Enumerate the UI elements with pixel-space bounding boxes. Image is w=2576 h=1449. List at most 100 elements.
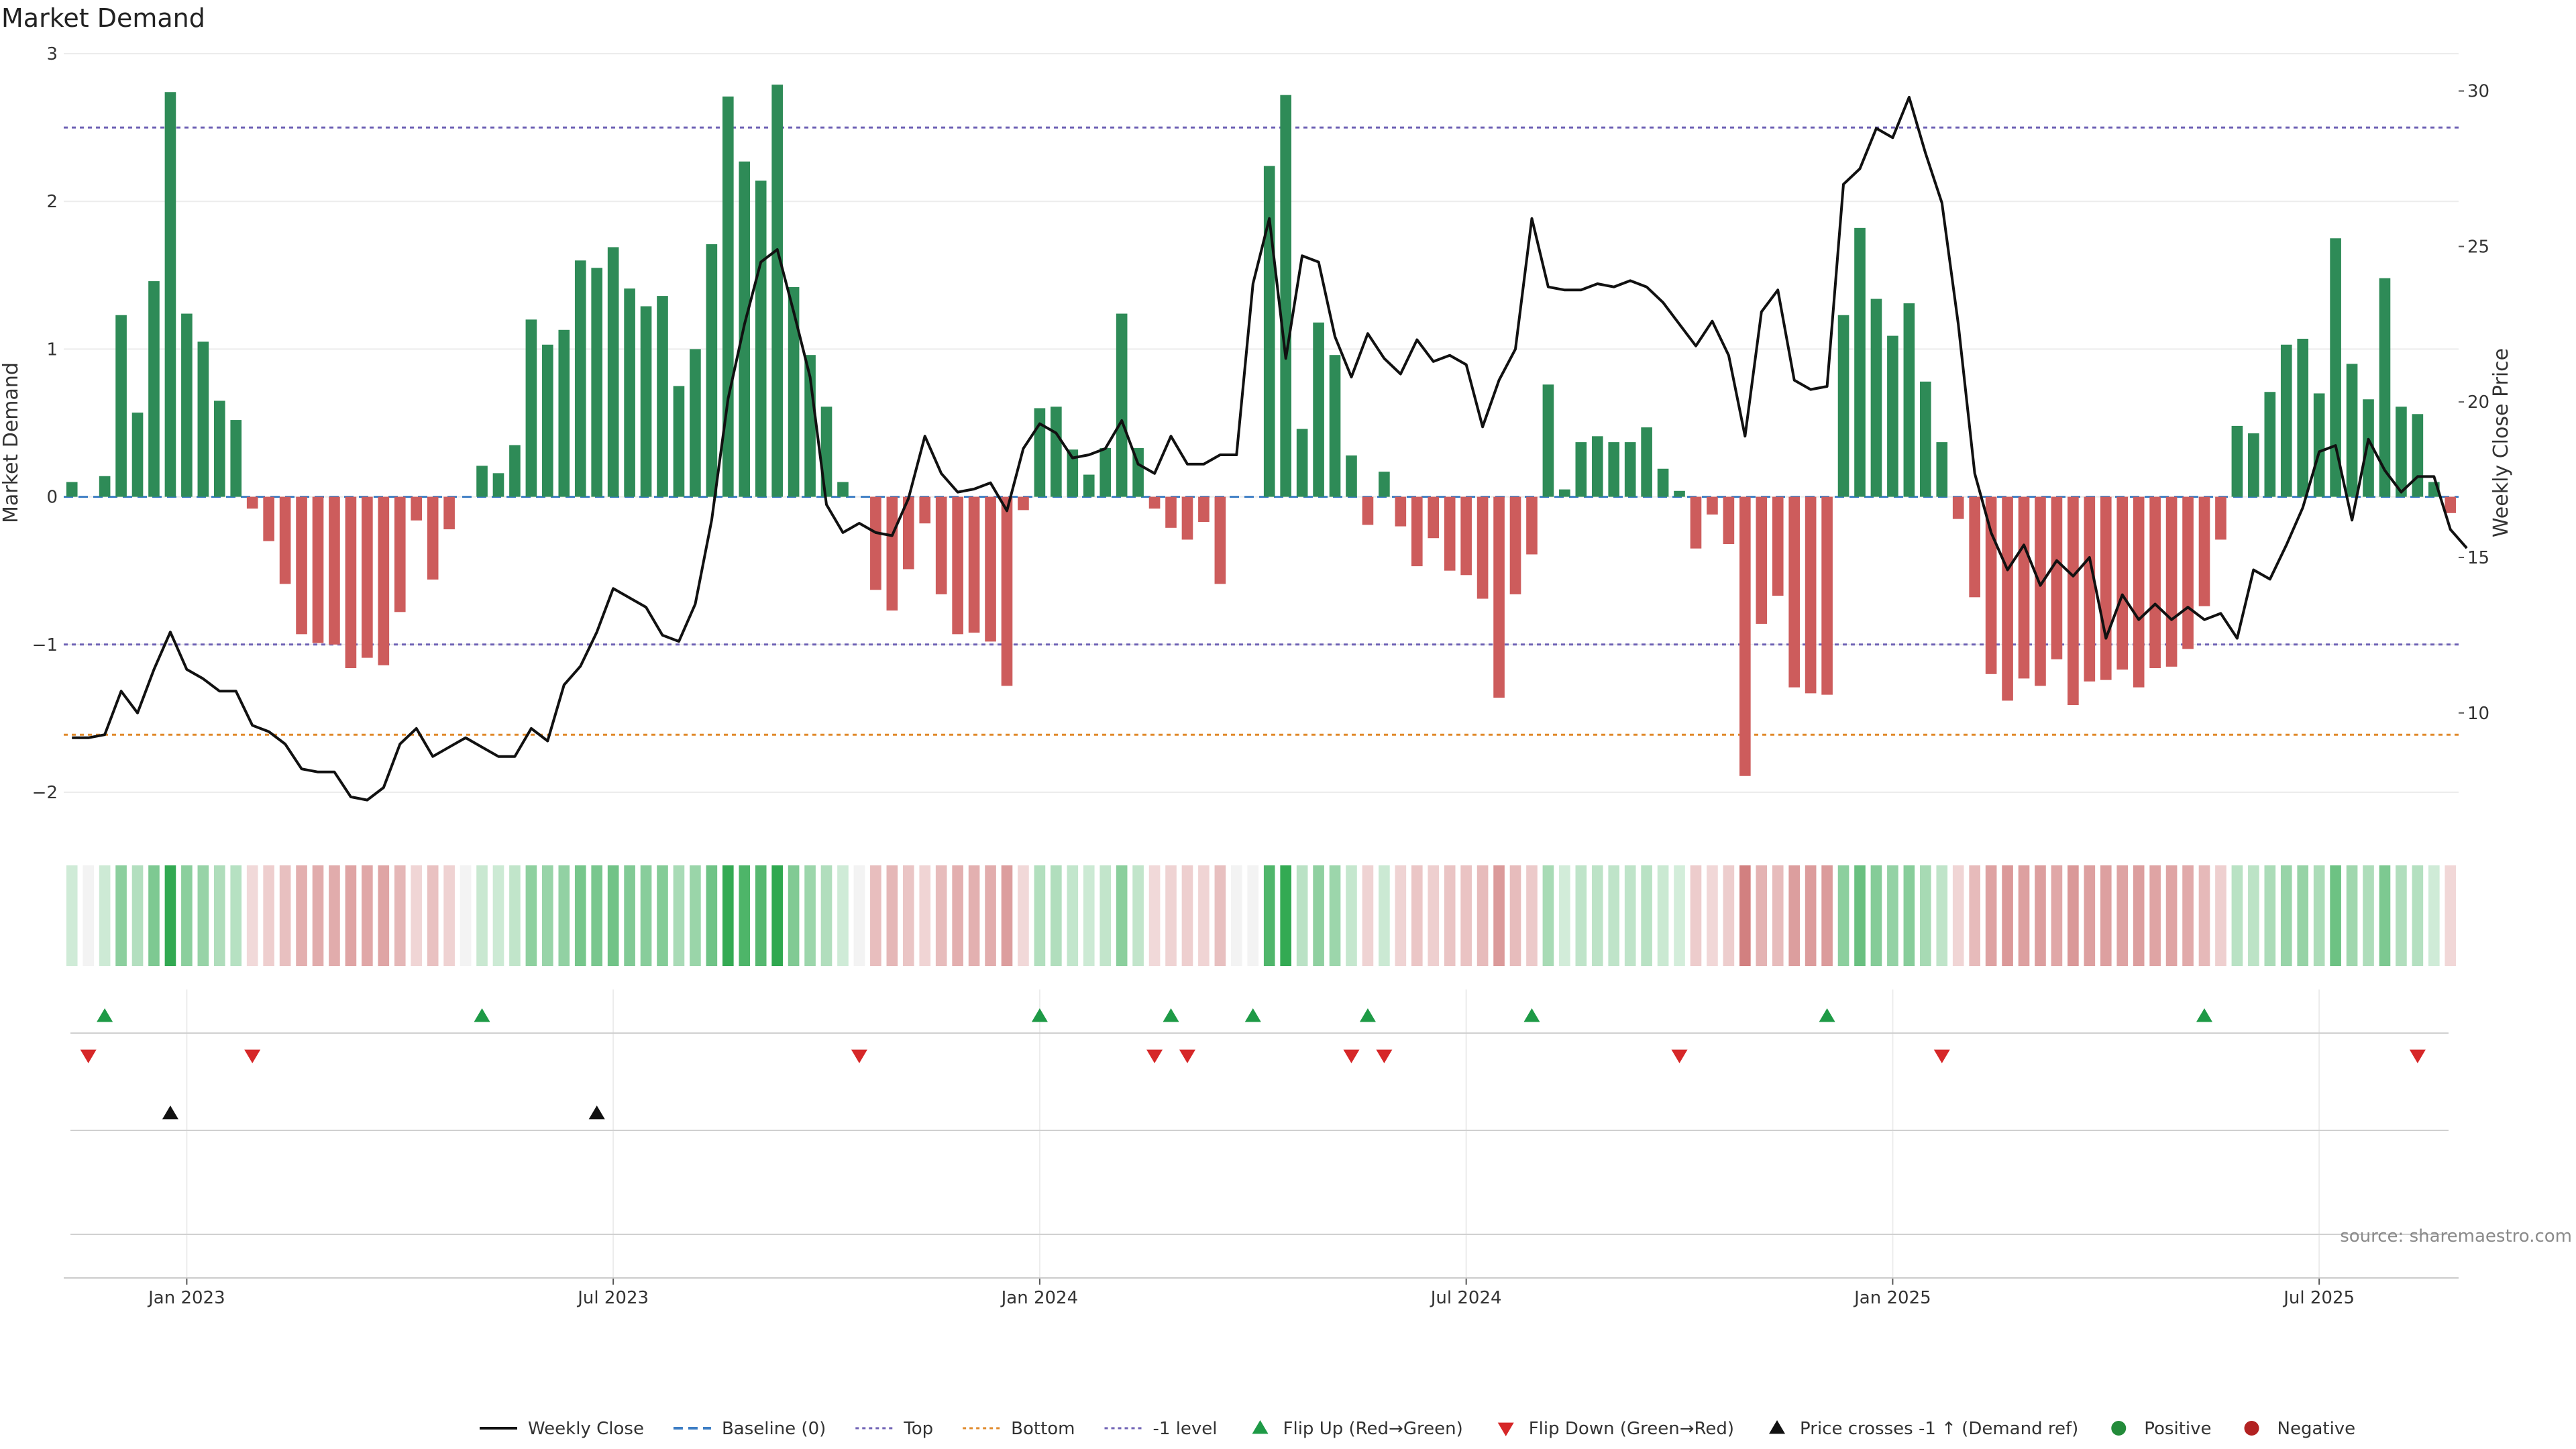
- heat-cell: [246, 865, 258, 966]
- legend-label: Price crosses -1 ↑ (Demand ref): [1800, 1419, 2078, 1439]
- legend-label: Baseline (0): [722, 1419, 826, 1439]
- demand-bar-negative: [1509, 496, 1521, 594]
- heat-cell: [1641, 865, 1652, 966]
- y-tick-label: 1: [46, 339, 58, 360]
- heat-cell: [1985, 865, 1997, 966]
- heat-cell: [2100, 865, 2112, 966]
- heat-cell: [509, 865, 521, 966]
- demand-bar-negative: [2133, 496, 2145, 688]
- demand-bar-positive: [1870, 299, 1882, 497]
- heat-cell: [1116, 865, 1128, 966]
- x-tick-label: Jan 2023: [147, 1288, 225, 1308]
- heat-cell: [804, 865, 816, 966]
- heat-cell: [1723, 865, 1735, 966]
- flip-up-marker: [2196, 1008, 2212, 1022]
- demand-bar-negative: [1181, 496, 1193, 540]
- heat-cell: [820, 865, 833, 966]
- flip-down-marker: [80, 1049, 97, 1063]
- heat-cell: [1772, 865, 1784, 966]
- demand-bar-negative: [952, 496, 963, 635]
- demand-bar-negative: [1526, 496, 1538, 555]
- demand-bar-negative: [1739, 496, 1751, 776]
- legend-item: Bottom: [963, 1419, 1075, 1439]
- flip-up-marker: [1163, 1008, 1179, 1022]
- y-axis-label: Market Demand: [0, 362, 23, 523]
- demand-bar-negative: [1428, 496, 1440, 539]
- heat-cell: [263, 865, 274, 966]
- heat-cell: [362, 865, 373, 966]
- y2-tick-label: 10: [2467, 704, 2489, 724]
- demand-bar-positive: [591, 268, 603, 497]
- demand-bar-negative: [2198, 496, 2210, 606]
- flip-up-marker: [474, 1008, 490, 1022]
- heat-cell: [1477, 865, 1489, 966]
- demand-bar-positive: [1608, 442, 1620, 497]
- demand-bar-positive: [1854, 227, 1866, 497]
- flip-up-marker: [1244, 1008, 1261, 1022]
- heat-cell: [1936, 865, 1948, 966]
- heat-cell: [1575, 865, 1587, 966]
- demand-bar-positive: [1624, 442, 1636, 497]
- heat-cell: [1756, 865, 1768, 966]
- demand-bar-positive: [66, 482, 78, 497]
- legend-swatch: [1497, 1422, 1514, 1436]
- heat-cell: [1969, 865, 1980, 966]
- heat-cell: [1870, 865, 1882, 966]
- heat-cell: [476, 865, 488, 966]
- demand-bar-negative: [2084, 496, 2096, 682]
- demand-bar-positive: [525, 319, 537, 497]
- demand-bar-positive: [1329, 355, 1341, 497]
- demand-bar-negative: [312, 496, 324, 643]
- heat-cell: [312, 865, 324, 966]
- heat-cell: [1739, 865, 1751, 966]
- heat-cell: [394, 865, 406, 966]
- demand-bar-positive: [148, 281, 160, 497]
- demand-bar-negative: [2149, 496, 2161, 668]
- heat-cell: [2051, 865, 2063, 966]
- demand-bar-positive: [1936, 442, 1948, 497]
- heat-cell: [460, 865, 472, 966]
- demand-bar-positive: [131, 413, 144, 497]
- demand-bar-negative: [427, 496, 439, 580]
- heat-cell: [1280, 865, 1291, 966]
- demand-bar-positive: [755, 180, 767, 497]
- demand-bar-positive: [1591, 436, 1603, 497]
- heat-cell: [574, 865, 586, 966]
- heat-cell: [1379, 865, 1390, 966]
- demand-bar-positive: [1674, 490, 1685, 497]
- heat-cell: [2165, 865, 2178, 966]
- demand-bar-negative: [1969, 496, 1980, 598]
- demand-bar-negative: [1362, 496, 1374, 525]
- heat-cell: [427, 865, 439, 966]
- heat-cell: [952, 865, 963, 966]
- heat-cell: [1805, 865, 1817, 966]
- heat-cell: [1690, 865, 1702, 966]
- heat-cell: [1788, 865, 1801, 966]
- demand-bar-positive: [558, 329, 570, 497]
- heat-cell: [1444, 865, 1456, 966]
- demand-bar-negative: [2182, 496, 2194, 649]
- heat-cell: [2084, 865, 2096, 966]
- heat-cell: [1247, 865, 1259, 966]
- demand-bar-negative: [246, 496, 258, 509]
- heat-cell: [329, 865, 340, 966]
- demand-bar-positive: [690, 349, 701, 497]
- reference-lines: [64, 126, 2459, 736]
- demand-bar-negative: [902, 496, 914, 570]
- flip-up-marker: [1031, 1008, 1048, 1022]
- demand-bar-positive: [542, 344, 553, 497]
- heat-cell: [230, 865, 242, 966]
- heat-cell: [853, 865, 865, 966]
- heat-cell: [525, 865, 537, 966]
- demand-bar-positive: [574, 260, 586, 497]
- demand-bar-positive: [213, 400, 225, 497]
- demand-bar-negative: [1001, 496, 1013, 686]
- grid-layer: [64, 53, 2459, 1278]
- heat-cell: [1018, 865, 1029, 966]
- demand-bar-positive: [624, 288, 635, 497]
- demand-bar-negative: [2035, 496, 2046, 686]
- heat-cell: [148, 865, 160, 966]
- y-tick-label: 3: [46, 44, 58, 64]
